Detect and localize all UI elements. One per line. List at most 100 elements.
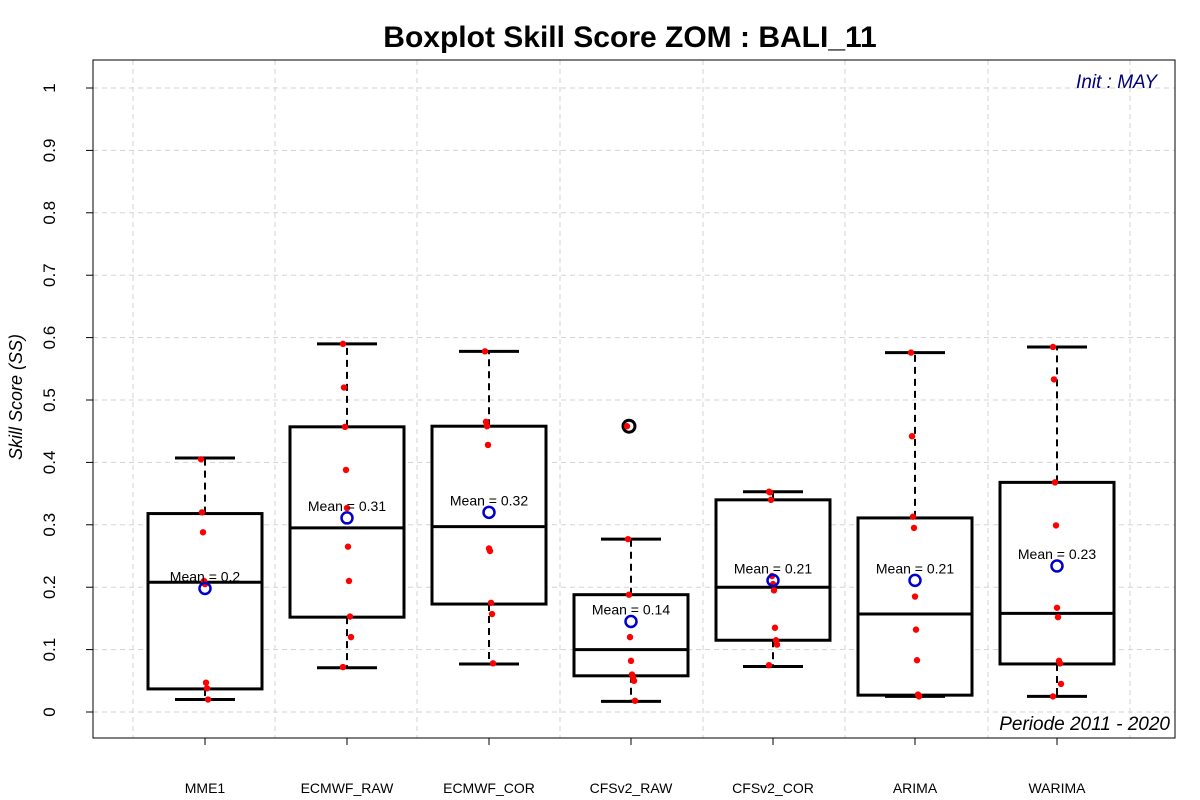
data-point: [1053, 604, 1061, 611]
data-point: [340, 384, 348, 391]
data-point: [203, 685, 211, 692]
data-point: [486, 547, 494, 555]
data-point: [343, 504, 351, 512]
data-point: [483, 423, 491, 430]
init-annotation: Init : MAY: [1076, 72, 1158, 93]
data-point: [623, 423, 631, 430]
data-point: [773, 641, 781, 648]
plot-frame: [92, 59, 1176, 739]
y-tick-label: 0.3: [40, 513, 59, 537]
data-point: [488, 610, 496, 618]
data-point: [624, 535, 632, 543]
y-axis-label: Skill Score (SS): [6, 334, 26, 460]
x-tick-label: CFSv2_COR: [732, 780, 814, 796]
box-iqr: [856, 516, 974, 697]
data-point: [1052, 522, 1060, 529]
box-ecmwf-cor: Mean = 0.32: [430, 348, 548, 667]
x-tick-label: CFSv2_RAW: [590, 780, 674, 796]
data-point: [912, 626, 920, 633]
data-point: [907, 349, 915, 356]
data-point: [481, 348, 489, 355]
mean-marker: [198, 581, 212, 596]
chart-title: Boxplot Skill Score ZOM : BALI_11: [383, 21, 876, 54]
data-point: [625, 591, 633, 598]
x-tick-label: ARIMA: [893, 780, 938, 796]
data-point: [765, 662, 773, 669]
y-tick-label: 0.8: [40, 201, 59, 225]
outlier-marker: [621, 418, 637, 434]
data-point: [630, 677, 638, 684]
data-point: [909, 513, 917, 520]
mean-label: Mean = 0.31: [308, 498, 386, 514]
data-point: [908, 432, 916, 440]
mean-label: Mean = 0.14: [592, 602, 670, 618]
data-point: [766, 489, 774, 496]
data-point: [626, 633, 634, 641]
period-annotation: Periode 2011 - 2020: [999, 714, 1170, 735]
data-point: [339, 663, 347, 671]
data-point: [631, 697, 639, 704]
data-point: [1049, 693, 1057, 700]
data-point: [204, 696, 212, 703]
data-point: [202, 679, 210, 686]
data-point: [339, 340, 347, 348]
y-tick-label: 0.2: [40, 575, 59, 599]
y-tick-label: 0.7: [40, 263, 59, 287]
y-tick-label: 0.9: [40, 139, 59, 163]
data-point: [915, 693, 923, 700]
box-ecmwf-raw: Mean = 0.31: [288, 340, 406, 671]
data-point: [489, 660, 497, 667]
data-point: [346, 613, 354, 620]
x-tick-label: ECMWF_RAW: [301, 780, 395, 796]
data-point: [1054, 613, 1062, 621]
mean-marker: [482, 505, 496, 520]
mean-label: Mean = 0.32: [450, 492, 528, 508]
boxes: Mean = 0.2 Mean = 0.31 Mean = 0.32 Mean = 0…: [146, 340, 1116, 704]
data-point: [1056, 660, 1064, 667]
y-tick-label: 0.5: [40, 388, 59, 412]
data-point: [344, 543, 352, 550]
box-iqr: [430, 424, 548, 606]
data-point: [347, 633, 355, 641]
mean-label: Mean = 0.23: [1018, 546, 1096, 562]
box-mme1: Mean = 0.2: [146, 456, 264, 703]
y-axis: 0 0.1 0.2 0.3 0.4 0.5 0.6 0.7 0.8 0.9 1: [40, 83, 93, 717]
data-point: [197, 456, 205, 463]
box-arima: Mean = 0.21: [856, 349, 974, 700]
data-point: [484, 441, 492, 449]
y-tick-label: 0.4: [40, 451, 59, 475]
mean-marker: [624, 614, 638, 629]
mean-marker: [340, 511, 354, 525]
mean-marker: [1050, 559, 1064, 573]
data-point: [910, 524, 918, 532]
data-point: [487, 599, 495, 606]
y-tick-label: 0: [40, 707, 59, 716]
y-tick-label: 0.1: [40, 638, 59, 662]
data-point: [767, 496, 775, 504]
box-warima: Mean = 0.23: [998, 343, 1116, 700]
data-point: [341, 423, 349, 431]
data-point: [911, 593, 919, 600]
data-point: [771, 624, 779, 631]
data-point: [342, 466, 350, 474]
data-point: [1049, 343, 1057, 351]
data-point: [198, 509, 206, 516]
data-point: [199, 529, 207, 536]
y-tick-label: 0.6: [40, 326, 59, 350]
mean-label: Mean = 0.21: [876, 560, 954, 576]
data-point: [345, 577, 353, 585]
mean-marker: [908, 573, 922, 588]
data-point: [1057, 680, 1065, 688]
x-tick-label: MME1: [185, 780, 226, 796]
x-tick-label: WARIMA: [1028, 780, 1086, 796]
data-point: [913, 657, 921, 664]
grid-lines: [93, 60, 1175, 738]
box-cfsv2-cor: Mean = 0.21: [714, 488, 832, 669]
box-iqr: [146, 512, 264, 691]
mean-marker: [766, 573, 780, 588]
box-iqr: [714, 498, 832, 642]
data-point: [770, 587, 778, 594]
data-point: [627, 657, 635, 665]
box-iqr: [288, 425, 406, 619]
